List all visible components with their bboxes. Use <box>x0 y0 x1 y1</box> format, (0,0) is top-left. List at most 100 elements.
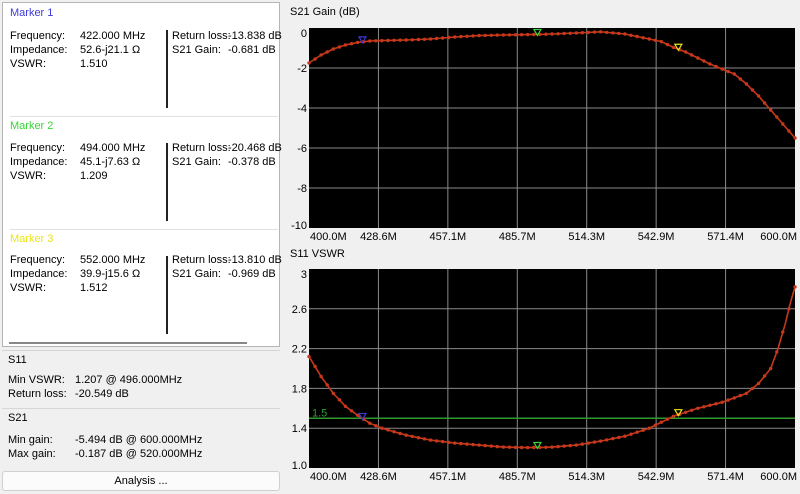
data-point <box>629 33 633 37</box>
data-point <box>684 50 688 54</box>
data-point <box>404 433 408 437</box>
data-point <box>702 405 706 409</box>
data-point <box>386 428 390 432</box>
s11-chart-title: S11 VSWR <box>290 248 345 260</box>
data-point <box>544 32 548 36</box>
data-point <box>392 430 396 434</box>
data-point <box>671 45 676 50</box>
data-point <box>568 443 572 448</box>
data-point <box>507 445 512 449</box>
data-point <box>611 31 615 35</box>
data-point <box>471 442 475 447</box>
left-panel: Marker 1 Frequency: 422.000 MHz Impedance… <box>0 0 285 494</box>
y-tick-label: -8 <box>297 183 307 195</box>
y-tick-label: 3 <box>301 269 307 281</box>
data-point <box>562 444 566 448</box>
marker-1-frequency: 422.000 MHz <box>80 30 146 42</box>
horizontal-scrollbar[interactable] <box>9 342 247 344</box>
vswr-label: VSWR: <box>10 170 47 182</box>
marker-triangle <box>532 441 542 450</box>
data-point <box>453 441 457 445</box>
x-tick-label: 400.0M <box>310 471 347 483</box>
data-point <box>793 136 797 140</box>
data-point <box>726 398 730 402</box>
x-tick-label: 600.0M <box>760 471 797 483</box>
marker-1-section: Marker 1 Frequency: 422.000 MHz Impedance… <box>3 3 282 116</box>
data-point <box>465 34 469 38</box>
impedance-label: Impedance: <box>10 268 68 280</box>
x-tick-label: 571.4M <box>707 231 744 243</box>
marker-triangle <box>532 28 542 37</box>
data-point <box>544 445 548 449</box>
min-gain-label: Min gain: <box>8 434 53 446</box>
data-point <box>495 444 499 449</box>
markers-panel[interactable]: Marker 1 Frequency: 422.000 MHz Impedance… <box>2 2 282 347</box>
data-point <box>368 39 372 43</box>
data-point <box>447 440 451 445</box>
data-point <box>574 31 578 35</box>
data-point <box>513 445 518 450</box>
data-point <box>647 426 651 430</box>
marker-3-return-loss: -13.810 dB <box>228 254 282 266</box>
data-point <box>519 33 524 37</box>
data-point <box>653 423 657 427</box>
x-tick-label: 457.1M <box>430 231 467 243</box>
data-point <box>398 431 402 436</box>
x-tick-label: 485.7M <box>499 231 536 243</box>
marker-triangle <box>357 412 368 421</box>
data-point <box>501 33 506 37</box>
data-point <box>793 285 797 289</box>
data-point <box>441 439 445 444</box>
data-point <box>337 45 342 49</box>
data-point <box>611 436 615 441</box>
data-point <box>477 443 481 447</box>
x-tick-label: 428.6M <box>360 231 397 243</box>
plot-area <box>309 269 795 468</box>
data-point <box>592 30 597 34</box>
data-point <box>556 444 560 449</box>
marker-1-s21-gain: -0.681 dB <box>228 44 276 56</box>
data-point <box>744 82 749 86</box>
x-tick-label: 514.3M <box>568 471 605 483</box>
return-loss-label: Return loss: <box>172 142 231 154</box>
marker-2-title: Marker 2 <box>10 120 54 132</box>
data-point <box>671 414 676 418</box>
data-point <box>617 31 621 36</box>
data-point <box>720 67 724 71</box>
data-point <box>726 69 730 74</box>
data-point <box>550 445 554 449</box>
s11-return-loss-value: -20.549 dB <box>75 388 129 400</box>
s21-gain-label: S21 Gain: <box>172 268 221 280</box>
data-point <box>592 440 597 444</box>
data-point <box>568 31 572 35</box>
impedance-label: Impedance: <box>10 156 68 168</box>
data-point <box>422 37 427 41</box>
analysis-button[interactable]: Analysis ... <box>2 471 280 491</box>
data-point <box>556 32 560 36</box>
data-point <box>447 35 451 40</box>
data-point <box>714 64 718 69</box>
data-point <box>392 38 396 42</box>
s21-gain-chart: S21 Gain (dB) 0 -2 -4 -6 -8 -10 400.0M 428.6M 45… <box>286 6 800 244</box>
data-point <box>732 72 736 76</box>
data-point <box>465 442 469 446</box>
vswr-label: VSWR: <box>10 282 47 294</box>
data-point <box>380 426 384 430</box>
marker-triangle <box>357 36 368 45</box>
marker-3-impedance: 39.9-j15.6 Ω <box>80 268 141 280</box>
data-point <box>507 33 512 37</box>
data-point <box>307 61 311 65</box>
data-point <box>349 42 354 46</box>
marker-2-s21-gain: -0.378 dB <box>228 156 276 168</box>
data-point <box>738 393 742 398</box>
x-tick-label: 542.9M <box>638 231 675 243</box>
data-point <box>519 445 524 450</box>
data-point <box>580 442 585 446</box>
reference-line-label: 1.5 <box>312 407 327 419</box>
impedance-label: Impedance: <box>10 44 68 56</box>
marker-2-vswr: 1.209 <box>80 170 108 182</box>
data-point <box>574 443 578 447</box>
data-point <box>410 434 414 439</box>
